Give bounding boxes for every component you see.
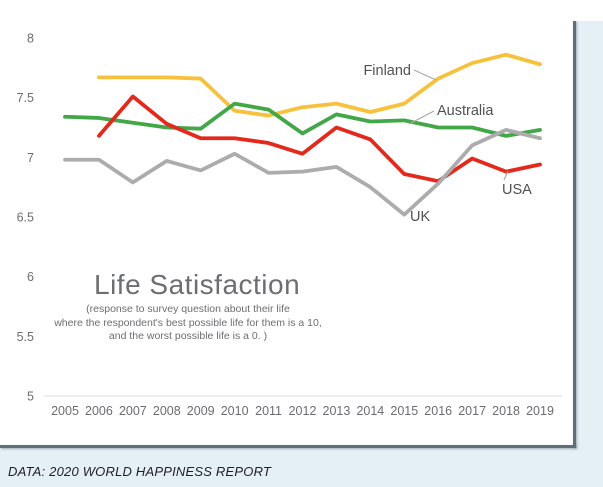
x-tick-label-2015: 2015 [390,404,418,418]
y-tick-label-6.5: 6.5 [17,211,34,225]
x-tick-label-2012: 2012 [289,404,317,418]
chart-subtitle: (response to survey question about their… [17,303,359,344]
series-line-finland [97,52,542,118]
page-background-right [575,21,603,487]
x-tick-label-2008: 2008 [153,404,181,418]
x-tick-label-2007: 2007 [119,404,147,418]
leader-line-finland [413,69,437,81]
x-tick-label-2017: 2017 [458,404,486,418]
x-tick-label-2011: 2011 [255,404,282,418]
series-label-finland: Finland [363,63,411,79]
x-tick-label-2016: 2016 [424,404,452,418]
x-tick-label-2018: 2018 [492,404,520,418]
series-line-australia [63,101,542,138]
x-tick-label-2010: 2010 [221,404,249,418]
y-tick-label-6: 6 [27,270,34,284]
x-tick-label-2013: 2013 [323,404,351,418]
x-tick-label-2019: 2019 [526,404,554,418]
y-tick-label-7.5: 7.5 [17,91,34,105]
x-tick-label-2006: 2006 [85,404,113,418]
leader-line-australia [408,110,435,125]
life-satisfaction-line-chart: 8 7.5 7 6.5 6 5.5 5 2005 2006 2007 2008 2009 2010 201… [17,32,562,418]
subtitle-line-2: where the respondent's best possible lif… [54,316,322,329]
series-line-usa [97,94,542,184]
series-line-uk [63,127,542,217]
data-source-caption: DATA: 2020 WORLD HAPPINESS REPORT [8,464,272,479]
series-label-australia: Australia [437,103,494,119]
x-tick-label-2005: 2005 [51,404,79,418]
chart-title: Life Satisfaction [94,269,301,300]
y-tick-label-7: 7 [27,151,34,165]
y-tick-label-5.5: 5.5 [17,330,34,344]
x-tick-label-2009: 2009 [187,404,215,418]
panel-border-bottom [0,445,576,448]
x-tick-label-2014: 2014 [356,404,384,418]
page-background-bottom [0,447,603,487]
y-tick-label-8: 8 [27,32,34,46]
leader-line-usa [503,170,509,181]
series-label-uk: UK [410,209,430,225]
panel-border-right [573,21,576,447]
y-tick-label-5: 5 [27,390,34,404]
subtitle-line-1: (response to survey question about their… [86,303,290,315]
subtitle-line-3: and the worst possible life is a 0. ) [108,330,268,342]
series-label-usa: USA [502,182,532,198]
